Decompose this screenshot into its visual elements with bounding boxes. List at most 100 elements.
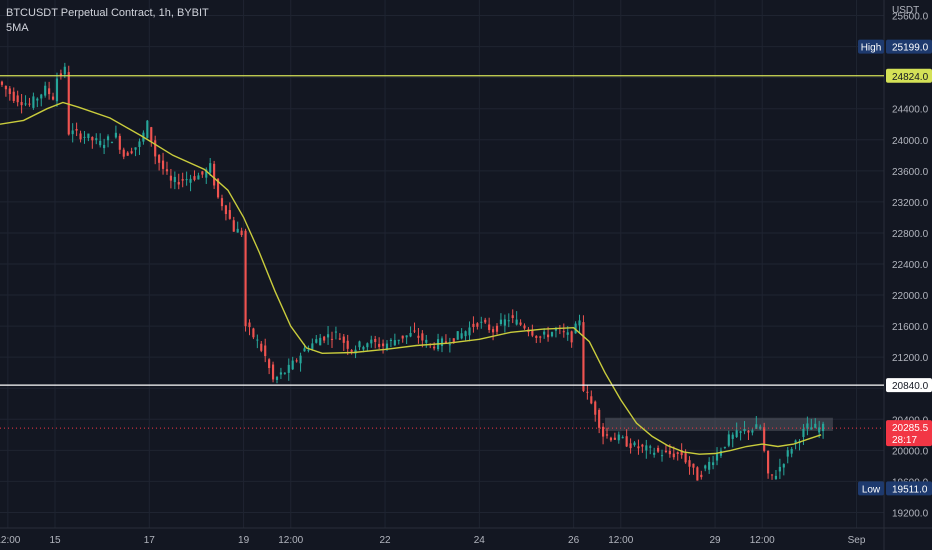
- candle-body: [358, 341, 361, 348]
- candle-body: [44, 85, 47, 96]
- candle-body: [236, 228, 239, 233]
- candle-body: [338, 338, 341, 340]
- x-tick-label: 15: [49, 535, 61, 546]
- x-tick-label: 24: [474, 535, 486, 546]
- countdown-timer: 28:17: [892, 435, 917, 446]
- candle-body: [413, 330, 416, 332]
- high-price-tag-bg: [886, 39, 932, 54]
- currency-label: USDT: [892, 5, 919, 16]
- candle-body: [346, 340, 349, 349]
- candle-body: [114, 132, 117, 138]
- candle-body: [676, 452, 679, 454]
- candle-body: [150, 127, 153, 142]
- candle-body: [326, 334, 330, 338]
- candle-body: [664, 450, 668, 453]
- candle-body: [161, 160, 165, 169]
- candle-body: [291, 360, 294, 370]
- candle-body: [287, 364, 290, 373]
- candle-body: [224, 205, 227, 215]
- candle-body: [554, 328, 558, 331]
- candle-body: [491, 329, 495, 333]
- candle-body: [696, 467, 699, 481]
- candle-body: [782, 464, 785, 468]
- candle-body: [307, 349, 310, 351]
- candle-body: [818, 427, 821, 433]
- candle-body: [370, 339, 373, 344]
- candle-body: [460, 333, 463, 339]
- candle-body: [16, 95, 19, 103]
- candle-body: [488, 324, 491, 330]
- candle-body: [385, 343, 389, 350]
- candle-body: [185, 179, 188, 181]
- candle-body: [126, 152, 129, 156]
- candle-body: [668, 450, 671, 455]
- candle-body: [165, 169, 169, 172]
- candle-body: [401, 335, 404, 339]
- candle-body: [0, 81, 4, 85]
- y-tick-label: 23200.0: [892, 198, 929, 209]
- candle-body: [421, 333, 424, 341]
- candle-body: [193, 176, 196, 180]
- candle-body: [692, 463, 695, 468]
- candle-body: [4, 85, 7, 90]
- candle-body: [103, 144, 106, 149]
- candle-body: [802, 428, 805, 437]
- candle-body: [786, 450, 789, 457]
- low-price-tag-bg: [886, 481, 932, 496]
- candle-body: [723, 446, 726, 448]
- candle-body: [586, 391, 589, 393]
- candle-body: [323, 336, 326, 341]
- candle-body: [197, 175, 200, 180]
- candle-body: [456, 331, 459, 340]
- candle-body: [87, 133, 90, 139]
- candle-body: [605, 434, 609, 436]
- y-tick-label: 21200.0: [892, 353, 929, 364]
- candle-body: [303, 348, 306, 352]
- y-tick-label: 24400.0: [892, 105, 929, 116]
- candle-body: [562, 331, 565, 333]
- candle-body: [177, 182, 180, 185]
- indicator-label[interactable]: 5MA: [6, 22, 29, 34]
- candle-body: [480, 321, 483, 323]
- candle-body: [708, 461, 711, 470]
- resistance-price-tag: 24824.0: [892, 72, 929, 83]
- candle-body: [440, 338, 444, 347]
- candle-body: [621, 437, 624, 439]
- candle-body: [8, 88, 11, 95]
- candle-body: [283, 372, 286, 374]
- candle-body: [425, 339, 428, 343]
- candle-body: [751, 430, 754, 433]
- candle-body: [727, 434, 730, 446]
- high-label: High: [861, 43, 882, 54]
- candle-body: [138, 141, 141, 148]
- candle-body: [810, 427, 813, 430]
- symbol-title[interactable]: BTCUSDT Perpetual Contract, 1h, BYBIT: [6, 7, 209, 19]
- candle-body: [378, 343, 381, 347]
- candle-body: [822, 423, 825, 432]
- candle-body: [201, 171, 204, 175]
- y-tick-label: 21600.0: [892, 322, 929, 333]
- candle-body: [205, 169, 208, 178]
- candle-body: [578, 320, 581, 326]
- x-tick-label: 19: [238, 535, 250, 546]
- candle-body: [213, 163, 216, 186]
- candle-body: [598, 409, 601, 428]
- candle-body: [625, 436, 628, 447]
- candle-body: [334, 331, 338, 333]
- candle-body: [173, 176, 176, 183]
- candle-body: [405, 335, 408, 338]
- candle-body: [519, 322, 522, 325]
- support-price-tag-bg: [886, 378, 932, 393]
- zone-rectangle: [605, 417, 833, 431]
- candle-body: [158, 155, 161, 163]
- candle-body: [700, 474, 703, 478]
- candle-body: [550, 332, 554, 337]
- candle-body: [715, 452, 719, 461]
- candle-body: [539, 336, 542, 338]
- candle-body: [264, 345, 267, 357]
- candle-body: [75, 128, 78, 131]
- candle-body: [268, 359, 271, 369]
- high-price-tag: 25199.0: [892, 43, 929, 54]
- candle-body: [546, 334, 550, 338]
